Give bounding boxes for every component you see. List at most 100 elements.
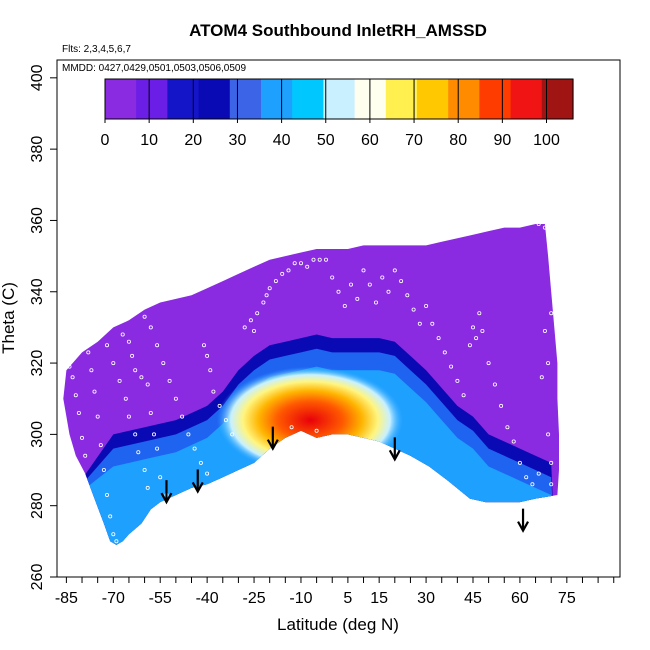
sample-point — [92, 389, 97, 394]
y-tick-label: 260 — [29, 564, 46, 591]
sample-point — [292, 261, 297, 266]
sample-point — [145, 485, 150, 490]
sample-point — [289, 425, 294, 430]
y-tick-label: 360 — [29, 207, 46, 234]
sample-point — [208, 368, 213, 373]
flight-arrow — [191, 469, 204, 494]
sample-point — [273, 279, 278, 284]
sample-point — [261, 300, 266, 305]
flight-arrow — [388, 437, 401, 462]
sample-point — [161, 361, 166, 366]
y-axis: 260 280 300 320 340 360 380 400 — [29, 64, 57, 590]
colorbar-tick-label: 80 — [449, 132, 467, 149]
sample-point — [198, 460, 203, 465]
sample-point — [142, 467, 147, 472]
sample-point — [474, 336, 479, 341]
sample-point — [286, 268, 291, 273]
sample-point — [248, 318, 253, 323]
sample-point — [549, 460, 554, 465]
y-tick-label: 320 — [29, 350, 46, 377]
colorbar-swatch — [167, 79, 200, 119]
sample-point — [186, 432, 191, 437]
sample-point — [314, 428, 319, 433]
sample-point — [148, 410, 153, 415]
sample-point — [117, 378, 122, 383]
colorbar-tick-label: 100 — [533, 132, 560, 149]
sample-point — [539, 375, 544, 380]
x-tick-label: -70 — [102, 590, 125, 607]
x-tick-label: -85 — [55, 590, 78, 607]
chart-subtitle-flights: Flts: 2,3,4,5,6,7 — [62, 44, 131, 55]
sample-point — [192, 446, 197, 451]
sample-point — [136, 450, 141, 455]
colorbar-swatch — [541, 79, 574, 119]
colorbar-tick-label: 0 — [101, 132, 110, 149]
chart-title: ATOM4 Southbound InletRH_AMSSD — [189, 21, 487, 40]
sample-point — [542, 225, 547, 230]
flight-arrow — [266, 426, 279, 451]
sample-point — [449, 364, 454, 369]
flight-arrow — [517, 508, 530, 533]
sample-point — [167, 378, 172, 383]
sample-point — [317, 257, 322, 262]
sample-point — [380, 275, 385, 280]
colorbar-tick-label: 40 — [273, 132, 291, 149]
sample-point — [205, 471, 210, 476]
sample-points — [67, 221, 554, 544]
sample-point — [530, 482, 535, 487]
y-tick-label: 380 — [29, 136, 46, 163]
x-tick-label: 30 — [417, 590, 435, 607]
sample-point — [461, 393, 466, 398]
sample-point — [120, 332, 125, 337]
x-axis-label: Latitude (deg N) — [277, 615, 399, 634]
colorbar: 0 10 20 30 40 50 60 70 80 90 100 — [101, 78, 574, 149]
sample-point — [524, 475, 529, 480]
sample-point — [114, 539, 119, 544]
sample-point — [264, 293, 269, 298]
sample-point — [323, 257, 328, 262]
sample-point — [546, 432, 551, 437]
x-tick-label: -25 — [242, 590, 265, 607]
colorbar-swatch — [229, 79, 262, 119]
sample-point — [470, 325, 475, 330]
sample-point — [477, 311, 482, 316]
colorbar-swatch — [354, 79, 387, 119]
sample-point — [536, 221, 541, 226]
sample-point — [145, 382, 150, 387]
sample-point — [123, 396, 128, 401]
sample-point — [455, 378, 460, 383]
y-tick-label: 340 — [29, 278, 46, 305]
colorbar-swatch — [510, 79, 543, 119]
sample-point — [298, 261, 303, 266]
sample-point — [517, 460, 522, 465]
sample-point — [151, 432, 156, 437]
sample-point — [158, 475, 163, 480]
sample-point — [348, 282, 353, 287]
sample-point — [242, 325, 247, 330]
sample-point — [201, 343, 206, 348]
x-tick-label: 45 — [464, 590, 482, 607]
sample-point — [367, 282, 372, 287]
sample-point — [251, 328, 256, 333]
sample-point — [111, 361, 116, 366]
x-tick-label: -40 — [196, 590, 219, 607]
colorbar-swatch — [385, 79, 418, 119]
colorbar-tick-label: 20 — [184, 132, 202, 149]
sample-point — [95, 414, 100, 419]
y-tick-label: 300 — [29, 421, 46, 448]
x-tick-label: -55 — [149, 590, 172, 607]
sample-point — [536, 471, 541, 476]
sample-point — [142, 314, 147, 319]
sample-point — [330, 275, 335, 280]
x-tick-label: -10 — [289, 590, 312, 607]
sample-point — [155, 446, 160, 451]
sample-point — [436, 336, 441, 341]
colorbar-tick-label: 50 — [317, 132, 335, 149]
colorbar-swatch — [448, 79, 480, 119]
sample-point — [126, 339, 131, 344]
flight-arrows — [160, 426, 530, 533]
sample-point — [130, 353, 135, 358]
sample-point — [105, 343, 110, 348]
colorbar-swatch — [323, 79, 356, 119]
